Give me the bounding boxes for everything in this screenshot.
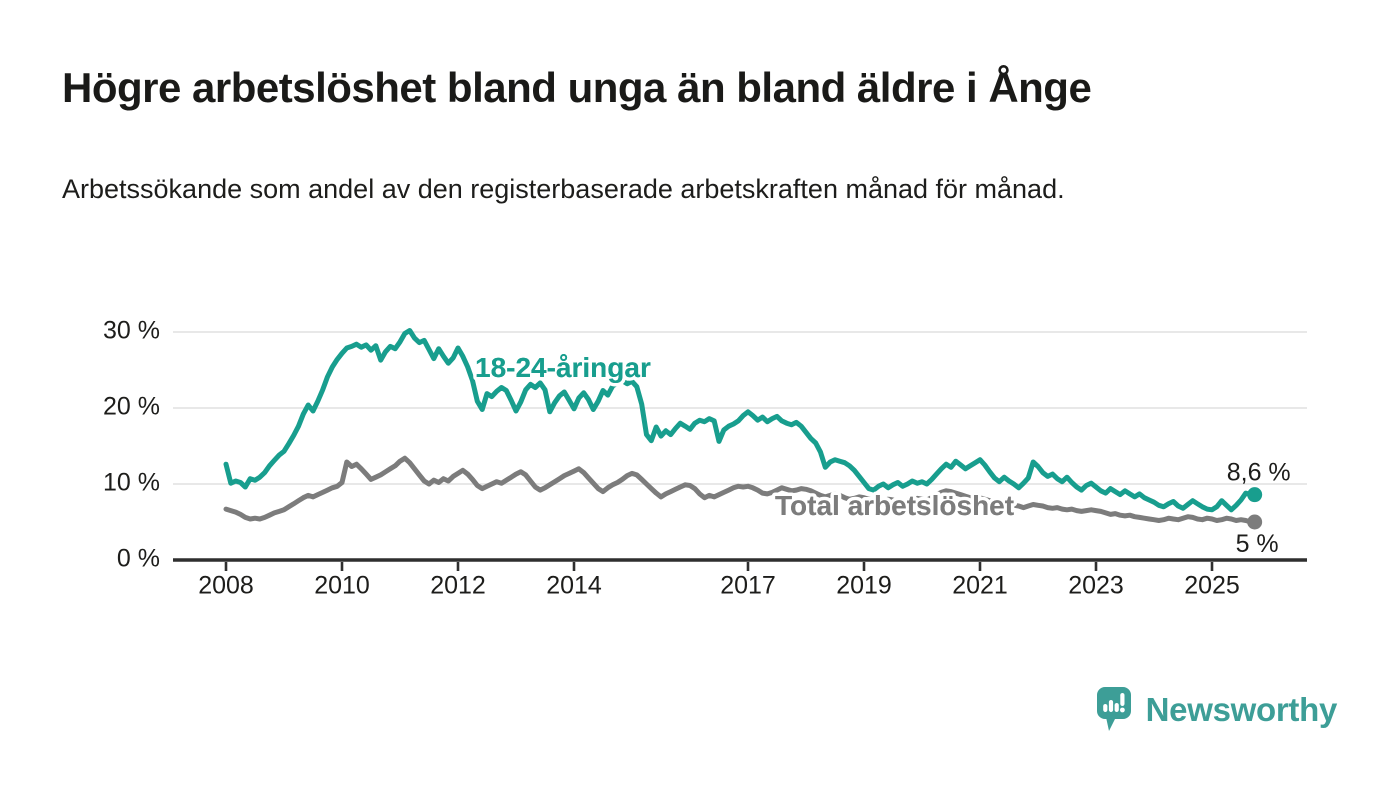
bar-medium	[1114, 703, 1119, 712]
x-axis-tick-label: 2010	[314, 572, 370, 600]
end-dot	[1247, 514, 1263, 530]
series-label: 18-24-åringar	[475, 352, 651, 383]
y-axis-tick-label: 10 %	[103, 469, 160, 497]
series-label: Total arbetslöshet	[775, 490, 1014, 521]
series-label: 18-24-åringar	[475, 352, 651, 383]
newsworthy-logo: Newsworthy	[1095, 686, 1337, 733]
exclamation-dot	[1119, 707, 1125, 713]
newsworthy-logo-icon	[1096, 687, 1131, 731]
x-axis-tick-label: 2017	[720, 572, 776, 600]
bar-tall	[1108, 700, 1113, 712]
end-dot	[1247, 487, 1263, 503]
y-axis-tick-label: 30 %	[103, 317, 160, 345]
newsworthy-logo-text: Newsworthy	[1145, 690, 1338, 728]
x-axis-tick-label: 2025	[1184, 572, 1240, 600]
chart-subtitle: Arbetssökande som andel av den registerb…	[62, 174, 1065, 204]
x-axis-tick-label: 2019	[836, 572, 892, 600]
y-axis-tick-label: 0 %	[117, 545, 160, 573]
x-axis-tick-label: 2012	[430, 572, 486, 600]
exclamation-line	[1119, 693, 1125, 706]
line-Total arbetslöshet	[223, 455, 1254, 525]
end-value-label: 8,6 %	[1227, 459, 1291, 487]
speech-bubble-shape	[1096, 687, 1131, 731]
x-axis-tick-label: 2021	[952, 572, 1008, 600]
x-axis-tick-label: 2023	[1068, 572, 1124, 600]
bar-small	[1102, 704, 1108, 712]
x-axis-tick-label: 2008	[198, 572, 254, 600]
x-axis-tick-label: 2014	[546, 572, 602, 600]
line-18-24-åringar	[223, 328, 1254, 513]
end-value-label: 5 %	[1236, 530, 1279, 558]
series-label: Total arbetslöshet	[775, 490, 1014, 521]
y-axis-tick-label: 20 %	[103, 393, 160, 421]
chart-title: Högre arbetslöshet bland unga än bland ä…	[62, 64, 1092, 111]
